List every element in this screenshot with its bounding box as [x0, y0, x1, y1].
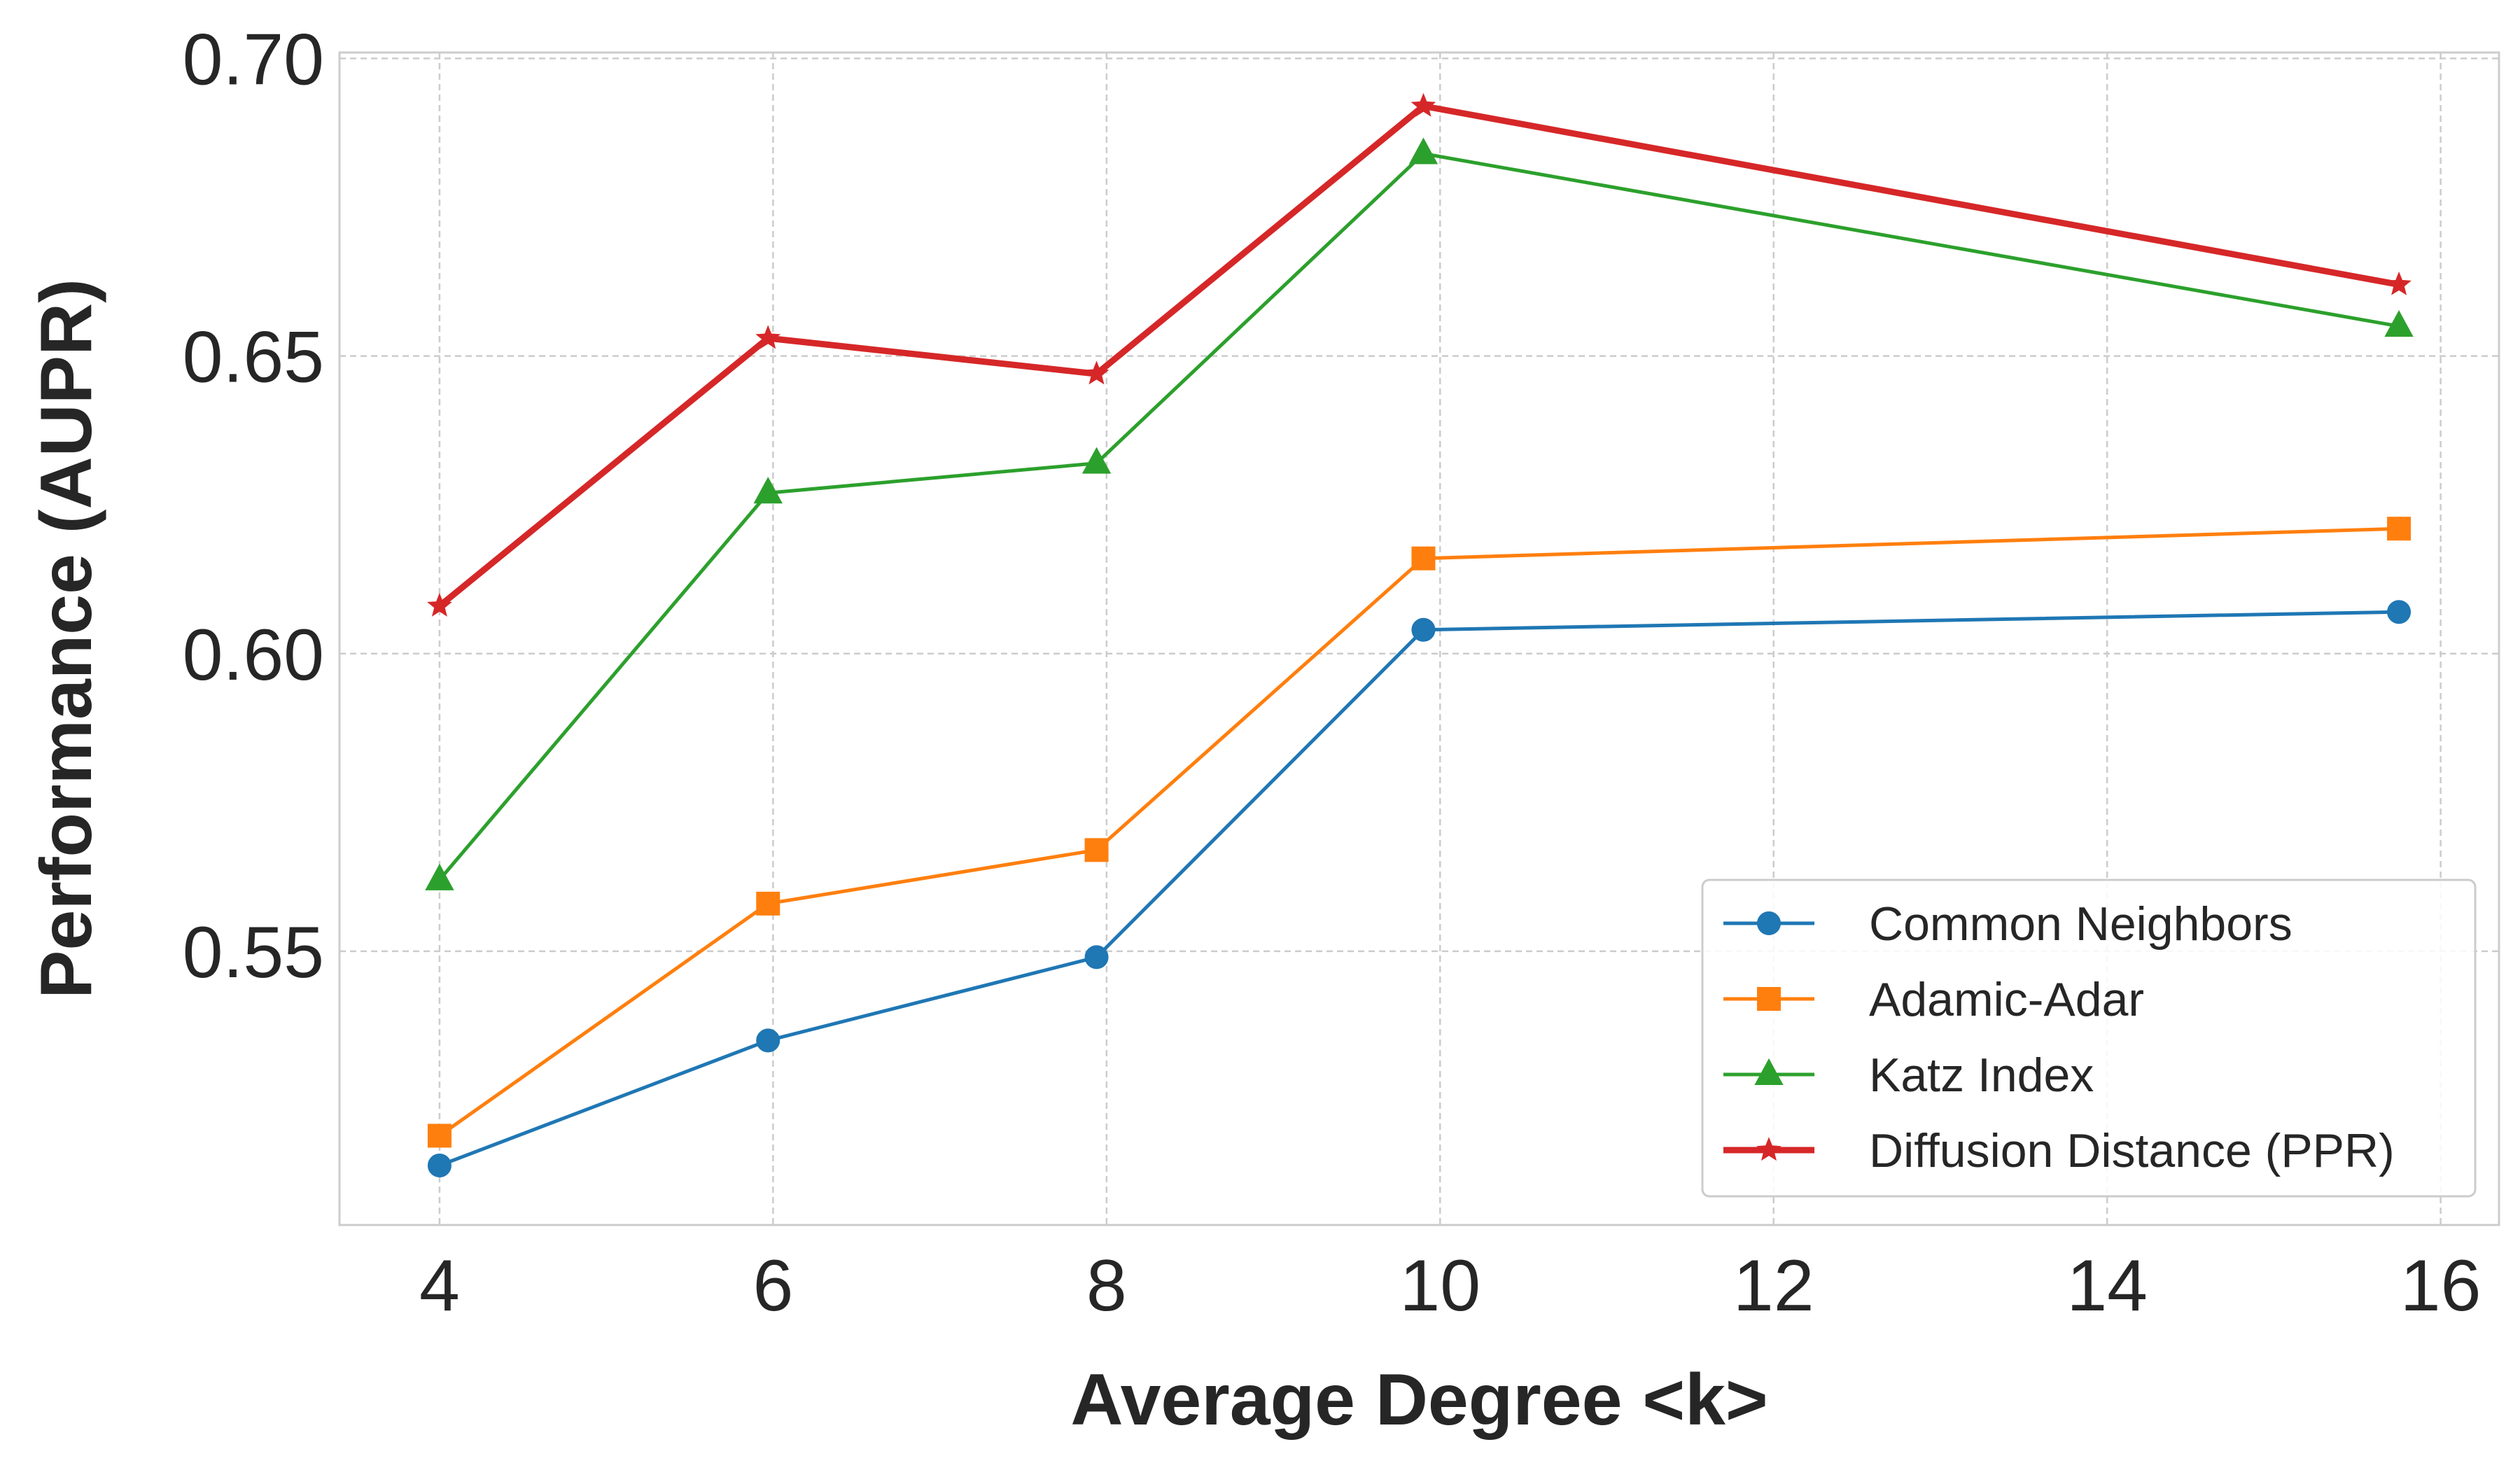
y-tick-label: 0.70: [183, 20, 324, 101]
data-point: [755, 325, 781, 349]
data-point: [1082, 447, 1112, 474]
series: [425, 92, 2414, 1177]
y-tick-label: 0.55: [183, 912, 324, 993]
legend-marker: [1757, 987, 1781, 1011]
series-katz-index: [425, 137, 2414, 890]
data-point: [2387, 600, 2412, 624]
data-point: [756, 1028, 780, 1053]
data-point: [427, 1153, 451, 1177]
x-axis-title: Average Degree <k>: [1070, 1359, 1768, 1441]
x-tick-label: 4: [419, 1245, 460, 1326]
x-tick-label: 14: [2066, 1245, 2148, 1326]
legend-frame: [1701, 878, 2477, 1198]
legend-item: Diffusion Distance (PPR): [1723, 1124, 2395, 1177]
data-point: [2387, 517, 2412, 541]
legend-marker: [1756, 1137, 1782, 1161]
data-point: [425, 863, 454, 890]
x-tick-label: 6: [752, 1245, 793, 1326]
legend-label: Common Neighbors: [1869, 897, 2292, 951]
legend-label: Katz Index: [1869, 1049, 2094, 1102]
x-axis: 4 6 8 10 12 14 16: [419, 1245, 2481, 1326]
data-point: [1411, 617, 1436, 642]
legend: Common Neighbors Adamic-Adar Katz Index Dif…: [1701, 878, 2477, 1198]
legend-item: Common Neighbors: [1723, 897, 2292, 951]
series-adamic-adar: [427, 517, 2412, 1148]
data-point: [1411, 546, 1436, 570]
x-tick-label: 8: [1086, 1245, 1127, 1326]
data-point: [753, 477, 783, 504]
y-axis: 0.55 0.60 0.65 0.70: [183, 20, 324, 993]
x-tick-label: 16: [2400, 1245, 2482, 1326]
x-tick-label: 12: [1733, 1245, 1814, 1326]
legend-marker: [1754, 1058, 1784, 1085]
legend-item: Katz Index: [1723, 1049, 2094, 1102]
data-point: [427, 1124, 451, 1148]
data-point: [427, 592, 452, 617]
legend-label: Diffusion Distance (PPR): [1869, 1124, 2395, 1177]
y-axis-title: Performance (AUPR): [26, 279, 107, 999]
y-tick-label: 0.65: [183, 317, 324, 398]
legend-label: Adamic-Adar: [1869, 973, 2144, 1026]
data-point: [1084, 945, 1109, 969]
series-common-neighbors: [427, 600, 2412, 1177]
y-tick-label: 0.60: [183, 615, 324, 696]
series-diffusion-distance-ppr: [427, 92, 2412, 617]
data-point: [2386, 271, 2412, 295]
data-point: [756, 891, 780, 916]
data-point: [1410, 92, 1436, 117]
data-point: [2384, 310, 2414, 337]
legend-item: Adamic-Adar: [1723, 973, 2144, 1026]
x-tick-label: 10: [1399, 1245, 1480, 1326]
plot-frame: [338, 51, 2500, 1226]
series-line: [438, 152, 2401, 882]
data-point: [1408, 137, 1438, 164]
legend-marker: [1757, 911, 1781, 935]
data-point: [1084, 838, 1109, 862]
data-point: [1084, 360, 1110, 385]
